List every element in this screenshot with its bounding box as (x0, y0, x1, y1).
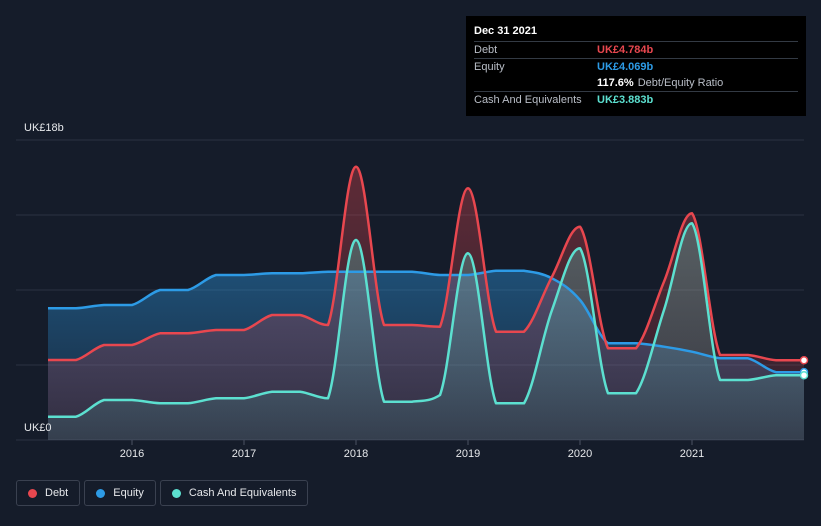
tooltip-row-debt: Debt UK£4.784b (474, 41, 798, 58)
line-cash-and-equivalents (48, 222, 804, 418)
x-axis-ticks: 2016 2017 2018 2019 2020 2021 (120, 440, 704, 460)
tooltip-label-ratio (474, 75, 597, 91)
tooltip-label-equity: Equity (474, 61, 505, 73)
legend-label-equity: Equity (113, 487, 144, 499)
area-cash-and-equivalents (48, 223, 804, 440)
x-tick-label: 2017 (232, 448, 256, 460)
tooltip-value-ratio: 117.6% (597, 77, 634, 89)
y-axis-bottom-label: UK£0 (24, 422, 52, 434)
series-lines (48, 165, 804, 418)
x-tick-label: 2021 (680, 448, 704, 460)
line-debt (48, 165, 804, 362)
tooltip-row-cash: Cash And Equivalents UK£3.883b (474, 91, 798, 108)
line-equity (48, 269, 804, 374)
end-marker-debt (799, 356, 809, 365)
x-tick-label: 2018 (344, 448, 368, 460)
series-areas (48, 166, 804, 440)
y-axis-top-label: UK£18b (24, 122, 64, 134)
tooltip-row-ratio: 117.6% Debt/Equity Ratio (474, 75, 798, 91)
end-markers (799, 356, 809, 380)
tooltip-value-cash: UK£3.883b (597, 94, 654, 106)
legend-dot-cash (171, 488, 181, 498)
x-tick-label: 2020 (568, 448, 592, 460)
x-tick-label: 2016 (120, 448, 144, 460)
legend-label-cash: Cash And Equivalents (188, 487, 297, 499)
legend-item-equity[interactable]: Equity (84, 480, 156, 506)
tooltip-row-equity: Equity UK£4.069b (474, 58, 798, 75)
tooltip-value-equity: UK£4.069b (597, 61, 654, 73)
legend-item-cash[interactable]: Cash And Equivalents (159, 480, 309, 506)
tooltip-label-debt: Debt (474, 44, 498, 56)
legend-dot-debt (28, 488, 37, 498)
x-tick-label: 2019 (456, 448, 480, 460)
tooltip-label-cash: Cash And Equivalents (474, 94, 582, 106)
legend-item-debt[interactable]: Debt (16, 480, 81, 506)
tooltip-date: Dec 31 2021 (474, 25, 537, 37)
chart-legend: Debt Equity Cash And Equivalents (16, 480, 309, 506)
tooltip-ratio-suffix: Debt/Equity Ratio (637, 77, 724, 89)
area-debt (48, 166, 804, 440)
data-tooltip: Dec 31 2021 Debt UK£4.784b Equity UK£4.0… (466, 16, 806, 116)
legend-dot-equity (96, 488, 106, 498)
tooltip-value-debt: UK£4.784b (597, 44, 654, 56)
legend-label-debt: Debt (45, 487, 69, 499)
end-marker-cash-and-equivalents (799, 371, 809, 380)
